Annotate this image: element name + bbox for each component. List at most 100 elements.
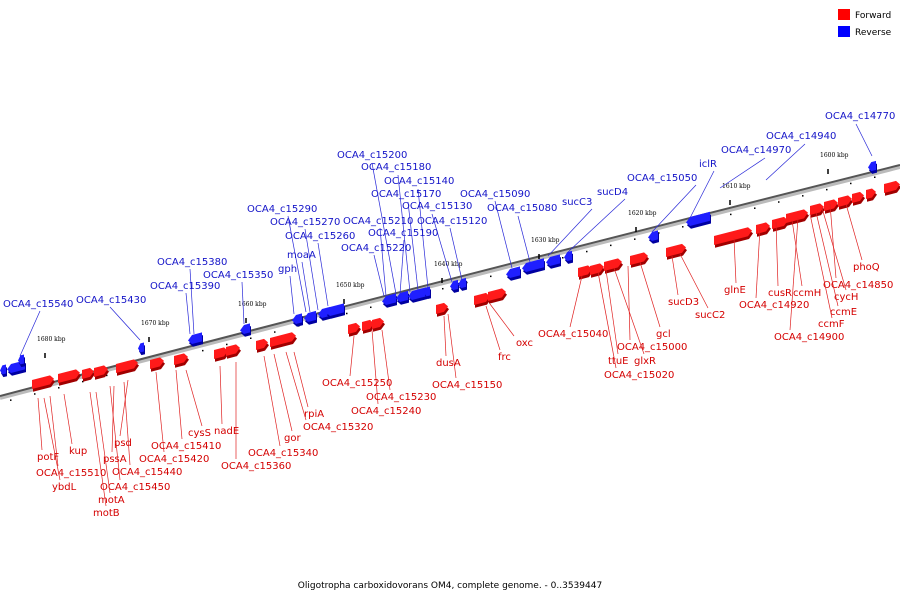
backbone-dot [850, 182, 852, 185]
legend-forward-swatch [838, 9, 850, 20]
forward-gene-label: OCA4_c15420 [139, 454, 209, 465]
forward-gene-label: oxc [516, 338, 533, 349]
forward-label-leader [569, 275, 583, 328]
forward-gene-arrow [32, 375, 55, 392]
backbone-dot [730, 213, 732, 216]
forward-label-leader [821, 207, 847, 291]
gene-arrow-body [630, 252, 648, 265]
ruler-tick-label: 1640 kbp [434, 261, 463, 268]
reverse-gene-arrow [450, 279, 459, 293]
forward-gene-arrow [256, 338, 269, 353]
reverse-label-leader [651, 184, 697, 233]
reverse-gene-label: OCA4_c15180 [361, 162, 431, 173]
forward-label-leader [755, 227, 761, 299]
reverse-label-leader [109, 306, 141, 341]
reverse-gene-label: OCA4_c14970 [721, 145, 791, 156]
gene-arrow-body [564, 250, 572, 262]
forward-gene-label: ccmE [830, 307, 857, 318]
forward-label-leader [111, 385, 115, 453]
gene-arrow-body [786, 209, 808, 223]
forward-label-leader [489, 303, 515, 337]
forward-label-leader [485, 305, 501, 351]
forward-label-leader [627, 265, 631, 341]
backbone-dot [634, 238, 636, 240]
reverse-gene-arrow [408, 287, 427, 303]
forward-label-leader [775, 221, 779, 287]
forward-gene-arrow [852, 191, 865, 206]
forward-gene-label: OCA4_c15340 [248, 448, 318, 459]
forward-gene-label: OCA4_c15450 [100, 482, 170, 493]
map-caption: Oligotropha carboxidovorans OM4, complet… [298, 581, 602, 591]
reverse-label-leader [407, 201, 419, 291]
gene-arrow-body [32, 375, 54, 389]
forward-label-leader [95, 391, 111, 494]
forward-gene-label: phoQ [853, 262, 880, 273]
reverse-gene-arrow [424, 286, 431, 300]
ruler-tick-label: 1680 kbp [37, 336, 66, 343]
backbone-dot [490, 275, 492, 278]
gene-arrow-body [116, 359, 138, 373]
forward-label-leader [679, 253, 709, 309]
reverse-label-leader [304, 228, 319, 311]
forward-label-leader [263, 355, 281, 447]
ruler-tick-label: 1670 kbp [141, 320, 170, 327]
reverse-label-leader [301, 261, 311, 313]
reverse-gene-label: OCA4_c15200 [337, 150, 407, 161]
forward-gene-label: motB [93, 508, 120, 519]
reverse-gene-arrow [382, 293, 397, 308]
reverse-gene-label: OCA4_c14940 [766, 131, 836, 142]
legend: Forward Reverse [838, 9, 892, 38]
gene-arrow-body [648, 230, 658, 241]
gene-arrow-body [408, 287, 426, 300]
reverse-label-leader [397, 174, 411, 293]
gene-arrow-body [824, 199, 838, 211]
backbone-dot [658, 232, 660, 234]
gene-arrow-body [58, 369, 80, 383]
ruler-tick-label: 1650 kbp [336, 282, 365, 289]
gene-arrow-body [270, 332, 296, 347]
reverse-gene-label: OCA4_c15050 [627, 173, 697, 184]
reverse-label-leader [373, 254, 385, 297]
forward-gene-arrow [810, 203, 825, 218]
forward-gene-label: OCA4_c15360 [221, 461, 291, 472]
reverse-gene-label: OCA4_c15170 [371, 189, 441, 200]
reverse-gene-label: iclR [699, 159, 717, 170]
reverse-gene-labels: OCA4_c14770OCA4_c14940OCA4_c14970iclROCA… [3, 111, 895, 357]
reverse-label-leader [547, 208, 593, 257]
reverse-label-leader [765, 143, 806, 181]
forward-gene-label: cysS [188, 428, 211, 439]
gene-arrow-body [396, 290, 408, 302]
reverse-gene-arrow [0, 364, 7, 378]
forward-label-leader [185, 369, 203, 427]
forward-gene-label: glnE [724, 285, 746, 296]
backbone-dot [754, 207, 756, 209]
reverse-label-leader [289, 275, 295, 315]
forward-gene-arrow [116, 359, 139, 376]
forward-label-leader [829, 203, 837, 279]
forward-label-leader [49, 395, 59, 467]
backbone-dot [346, 312, 348, 315]
forward-label-leader [845, 203, 863, 261]
forward-label-leader [613, 267, 645, 355]
gene-arrow-body [488, 288, 506, 301]
gene-arrow-body [450, 279, 458, 291]
reverse-gene-arrow [18, 354, 25, 368]
forward-label-leader [89, 391, 107, 507]
forward-gene-label: kup [69, 446, 87, 457]
ruler-tick-label: 1610 kbp [722, 183, 751, 190]
forward-label-leader [371, 329, 379, 405]
forward-label-leader [123, 381, 131, 466]
forward-gene-arrow [866, 188, 877, 202]
forward-gene-arrow [94, 365, 109, 380]
backbone-dot [610, 244, 612, 247]
forward-gene-label: nadE [214, 426, 239, 437]
reverse-label-leader [417, 188, 429, 289]
gene-arrow-body [0, 364, 6, 375]
forward-label-leader [809, 213, 833, 319]
forward-gene-arrow [604, 258, 623, 274]
ruler-tick-label: 1630 kbp [531, 237, 560, 244]
forward-label-leader [605, 269, 619, 355]
gene-arrow-body [292, 313, 302, 324]
forward-label-leader [447, 313, 457, 379]
